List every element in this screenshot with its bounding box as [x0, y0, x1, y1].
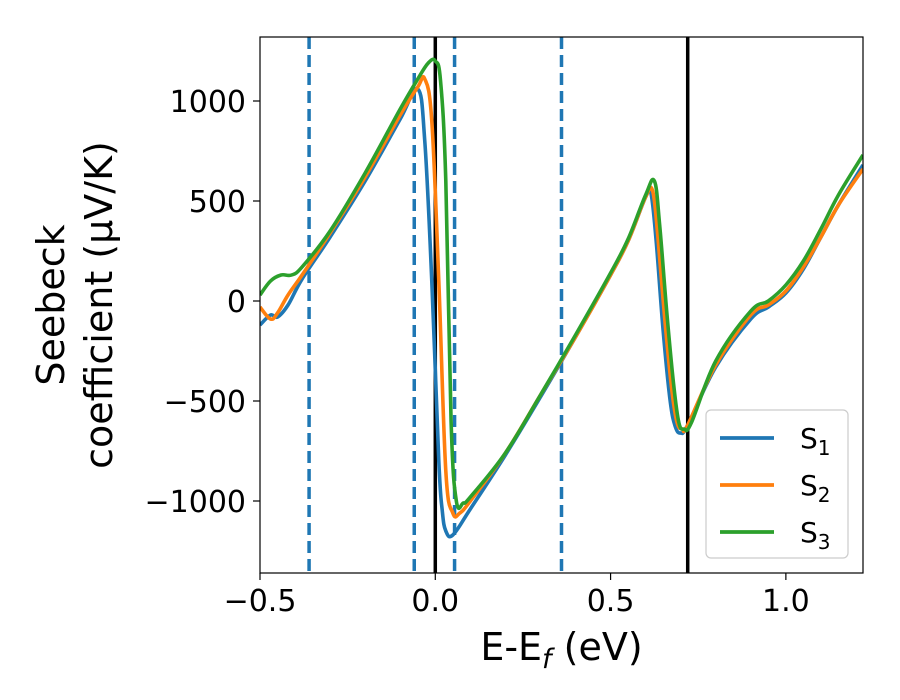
x-axis-ticks: −0.5 0.0 0.5 1.0 [224, 573, 810, 619]
y-tick-label: 0 [227, 285, 246, 320]
x-tick-label: 1.0 [762, 584, 810, 619]
y-tick-label: −500 [164, 385, 246, 420]
x-axis-label: E-Ef (eV) [480, 625, 642, 675]
x-tick-label: −0.5 [224, 584, 297, 619]
x-tick-label: 0.0 [411, 584, 459, 619]
vertical-reference-lines [307, 37, 690, 573]
y-tick-label: 1000 [170, 85, 246, 120]
y-axis-label-line2: coefficient (μV/K) [77, 141, 121, 469]
legend: S1 S2 S3 [705, 409, 849, 559]
y-axis-label-line1: Seebeck [29, 224, 73, 385]
x-tick-label: 0.5 [587, 584, 635, 619]
y-tick-label: 500 [189, 185, 246, 220]
legend-label: S2 [800, 469, 831, 507]
legend-box [705, 409, 849, 559]
legend-label: S3 [800, 516, 831, 554]
plot-frame [259, 36, 864, 574]
legend-label: S1 [800, 422, 831, 460]
y-tick-label: −1000 [145, 485, 246, 520]
series-lines [260, 57, 863, 539]
y-axis-ticks: −1000 −500 0 500 1000 [145, 85, 260, 520]
series-line-s3 [260, 57, 863, 511]
